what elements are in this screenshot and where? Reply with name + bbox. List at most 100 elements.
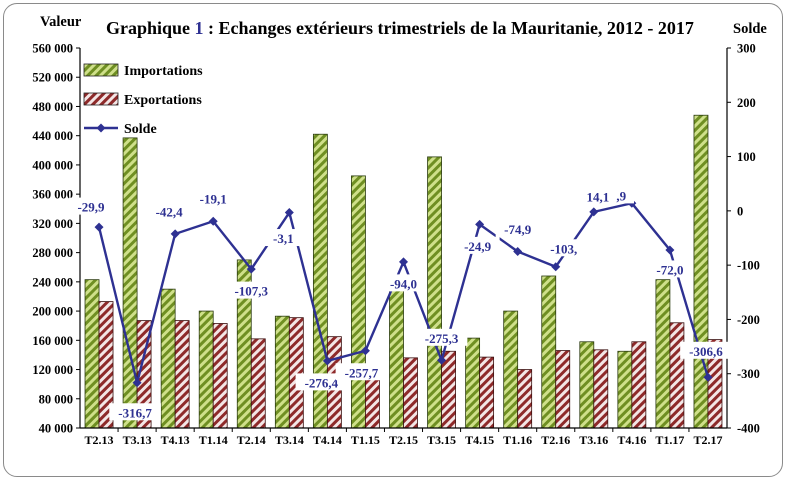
y-tick-label: 360 000 — [32, 188, 73, 202]
solde-label-bg — [647, 260, 692, 278]
export-bar — [212, 323, 228, 429]
solde-label-bg — [109, 403, 161, 421]
solde-data-label: -29,9 — [69, 197, 114, 215]
solde-label-bg — [415, 328, 468, 346]
y2-tick-label: -200 — [737, 313, 760, 327]
export-bar — [250, 338, 266, 429]
solde-point — [246, 264, 256, 274]
y-tick-label: 40 000 — [39, 422, 73, 436]
solde-point — [399, 257, 408, 267]
solde-label-text: -24,9 — [464, 239, 492, 254]
legend-swatch — [83, 92, 119, 106]
import-bar — [198, 310, 214, 429]
x-tick-label: T1.14 — [199, 433, 228, 447]
solde-point — [513, 247, 523, 257]
y-tick-label: 520 000 — [32, 71, 73, 85]
solde-label-bg — [147, 202, 192, 220]
solde-point — [703, 372, 713, 382]
solde-label-bg — [495, 220, 540, 238]
solde-data-label: -3,1 — [265, 229, 302, 247]
solde-label-text: -72,0 — [656, 262, 683, 277]
import-bar — [693, 114, 709, 429]
solde-point — [360, 346, 370, 356]
solde-label-bg — [455, 236, 500, 254]
solde-label-bg — [680, 341, 732, 359]
solde-point — [475, 219, 485, 229]
export-bar — [555, 350, 571, 429]
solde-data-label: -316,7 — [109, 403, 161, 421]
y-axis-label: Valeur — [40, 14, 82, 30]
y-tick-label: 80 000 — [39, 392, 73, 406]
import-bar — [465, 337, 481, 429]
x-tick-label: T4.13 — [161, 433, 190, 447]
x-tick-label: T2.16 — [541, 433, 570, 447]
y-tick-label: 200 000 — [32, 305, 73, 319]
solde-label-bg — [265, 229, 302, 247]
y-tick-label: 400 000 — [32, 158, 73, 172]
export-bar — [403, 357, 418, 429]
import-bar — [541, 275, 557, 429]
y-tick-label: 560 000 — [32, 42, 73, 56]
solde-point — [132, 378, 142, 388]
solde-data-label: -24,9 — [455, 236, 500, 254]
solde-data-label: -94,0 — [381, 274, 426, 292]
solde-label-text: -107,3 — [234, 284, 268, 299]
legend-label: Importations — [124, 64, 203, 79]
import-bar — [617, 350, 633, 429]
solde-label-text: 14,1 — [586, 190, 609, 205]
x-tick-label: T2.13 — [85, 433, 114, 447]
solde-data-label: -276,4 — [295, 373, 348, 391]
import-bar — [427, 156, 442, 429]
solde-label-bg — [579, 187, 617, 205]
export-bar — [593, 349, 609, 429]
legend-swatch — [83, 63, 119, 77]
solde-label-text: -94,0 — [390, 276, 417, 291]
x-tick-label: T1.17 — [655, 433, 684, 447]
x-tick-label: T3.15 — [427, 433, 456, 447]
solde-data-label: -257,7 — [335, 363, 388, 381]
y2-tick-label: 200 — [737, 96, 756, 110]
solde-label-text: -42,4 — [156, 204, 184, 219]
y2-tick-label: -100 — [737, 259, 760, 273]
y2-tick-label: -400 — [737, 422, 760, 436]
solde-data-label: -19,1 — [191, 189, 236, 207]
x-tick-label: T2.15 — [389, 433, 418, 447]
solde-data-label: -42,4 — [147, 202, 192, 220]
solde-data-label: -74,9 — [495, 220, 540, 238]
solde-label-bg — [191, 189, 236, 207]
y-tick-label: 440 000 — [32, 129, 73, 143]
chart-title: Graphique 1 : Echanges extérieurs trimes… — [106, 18, 694, 38]
solde-label-text: -74,9 — [504, 222, 532, 237]
legend-label: Exportations — [124, 93, 202, 108]
solde-point — [322, 356, 332, 366]
export-bar — [288, 317, 304, 429]
import-bar — [503, 310, 519, 429]
import-bar — [655, 279, 671, 429]
solde-point — [437, 355, 447, 365]
export-bar — [479, 356, 495, 429]
y2-tick-label: -300 — [737, 367, 760, 381]
solde-data-label: -275,3 — [415, 328, 468, 346]
import-bar — [351, 175, 366, 429]
x-tick-label: T4.14 — [313, 433, 342, 447]
solde-label-bg — [381, 274, 426, 292]
y2-tick-label: 0 — [737, 204, 743, 218]
x-tick-label: T1.15 — [351, 433, 380, 447]
y-tick-label: 240 000 — [32, 275, 73, 289]
solde-label-bg — [69, 197, 114, 215]
solde-label-bg — [335, 363, 388, 381]
y-tick-label: 120 000 — [32, 363, 73, 377]
solde-label-text: -29,9 — [77, 200, 105, 215]
solde-label-bg — [225, 281, 278, 299]
legend-label: Solde — [124, 122, 157, 137]
y2-axis-label: Solde — [733, 21, 767, 37]
solde-label-bg — [295, 373, 348, 391]
import-bar — [389, 288, 404, 429]
solde-point — [589, 207, 599, 217]
solde-label-text: -276,4 — [305, 375, 339, 390]
x-tick-label: T2.17 — [693, 433, 722, 447]
solde-point — [94, 222, 104, 232]
x-tick-label: T3.13 — [123, 433, 152, 447]
legend-item: Solde — [84, 122, 157, 137]
